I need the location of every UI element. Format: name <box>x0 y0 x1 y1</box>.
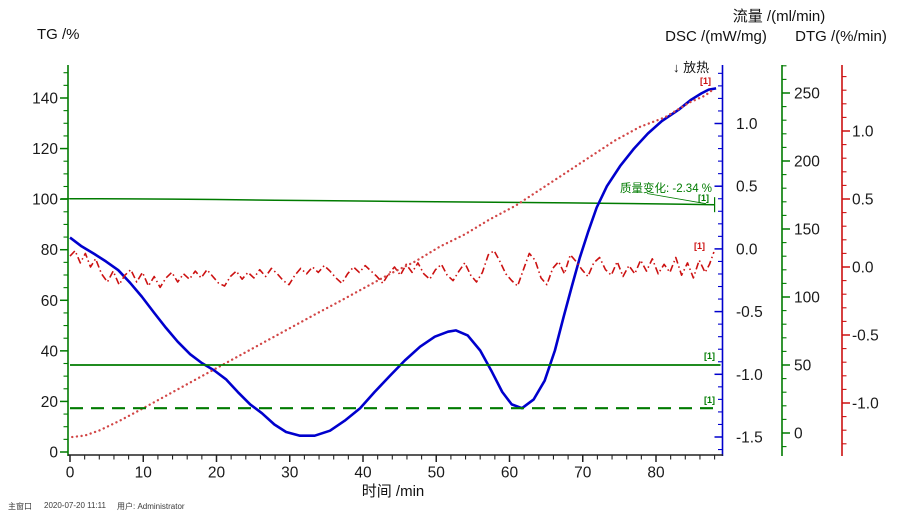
status-bar: 主窗口 2020-07-20 11:11 用户: Administrator <box>0 498 900 516</box>
flow-tick-label: 150 <box>794 222 820 239</box>
dtg-tick-label: 1.0 <box>852 124 874 141</box>
tg-tick-label: 100 <box>32 192 58 209</box>
dtg-tick-label: -0.5 <box>852 328 879 345</box>
x-tick-label: 60 <box>501 465 519 482</box>
tg-tick-label: 60 <box>41 293 59 310</box>
flow-tick-label: 100 <box>794 290 820 307</box>
dsc-tick-label: -0.5 <box>736 304 763 321</box>
x-tick-label: 40 <box>354 465 372 482</box>
x-tick-label: 80 <box>647 465 665 482</box>
dsc-axis-title: DSC /(mW/mg) <box>665 28 767 45</box>
dtg-tick-label: 0.0 <box>852 260 874 277</box>
curve-tag-ramp: [1] <box>700 76 711 86</box>
tg-tick-label: 80 <box>41 242 59 259</box>
x-tick-label: 10 <box>135 465 153 482</box>
curve-tag-flow-purge: [1] <box>704 351 715 361</box>
mass-change-leader-line <box>646 193 707 205</box>
curve-tag-flow-protective: [1] <box>704 395 715 405</box>
flow-axis-title: 流量 /(ml/min) <box>732 8 826 25</box>
dtg-axis-title: DTG /(%/min) <box>795 28 887 45</box>
x-tick-label: 20 <box>208 465 226 482</box>
mass-change-annotation: 质量变化: -2.34 % <box>620 183 713 195</box>
curve-tag-dtg: [1] <box>694 241 705 251</box>
dsc-tick-label: -1.0 <box>736 367 763 384</box>
tg-tick-label: 120 <box>32 141 58 158</box>
dsc-tick-label: 0.0 <box>736 241 758 258</box>
x-tick-label: 50 <box>428 465 446 482</box>
x-tick-label: 30 <box>281 465 299 482</box>
tg-tick-label: 20 <box>41 394 59 411</box>
x-axis-title: 时间 /min <box>361 483 425 500</box>
status-datetime: 2020-07-20 11:11 <box>44 501 106 510</box>
dsc-tick-label: -1.5 <box>736 430 763 447</box>
flow-tick-label: 50 <box>794 358 812 375</box>
x-tick-label: 0 <box>66 465 75 482</box>
flow-tick-label: 0 <box>794 426 803 443</box>
exo-direction-label: ↓ 放热 <box>673 60 710 75</box>
dsc-tick-label: 0.5 <box>736 179 758 196</box>
dtg-tick-label: -1.0 <box>852 396 879 413</box>
status-user: 用户: Administrator <box>117 502 185 511</box>
dsc-tick-label: 1.0 <box>736 116 758 133</box>
tg-tick-label: 140 <box>32 90 58 107</box>
x-tick-label: 70 <box>574 465 592 482</box>
flow-tick-label: 250 <box>794 86 820 103</box>
dtg-curve <box>69 249 715 289</box>
flow-tick-label: 200 <box>794 154 820 171</box>
status-window-label: 主窗口 <box>8 502 32 511</box>
temperature-ramp-curve <box>71 87 716 439</box>
tg-tick-label: 40 <box>41 343 59 360</box>
curve-tag-tg: [1] <box>698 193 709 203</box>
tg-tick-label: 0 <box>49 445 58 462</box>
dsc-curve <box>69 87 717 438</box>
dtg-tick-label: 0.5 <box>852 192 874 209</box>
tg-axis-title: TG /% <box>37 26 80 43</box>
tg-curve <box>70 198 715 206</box>
